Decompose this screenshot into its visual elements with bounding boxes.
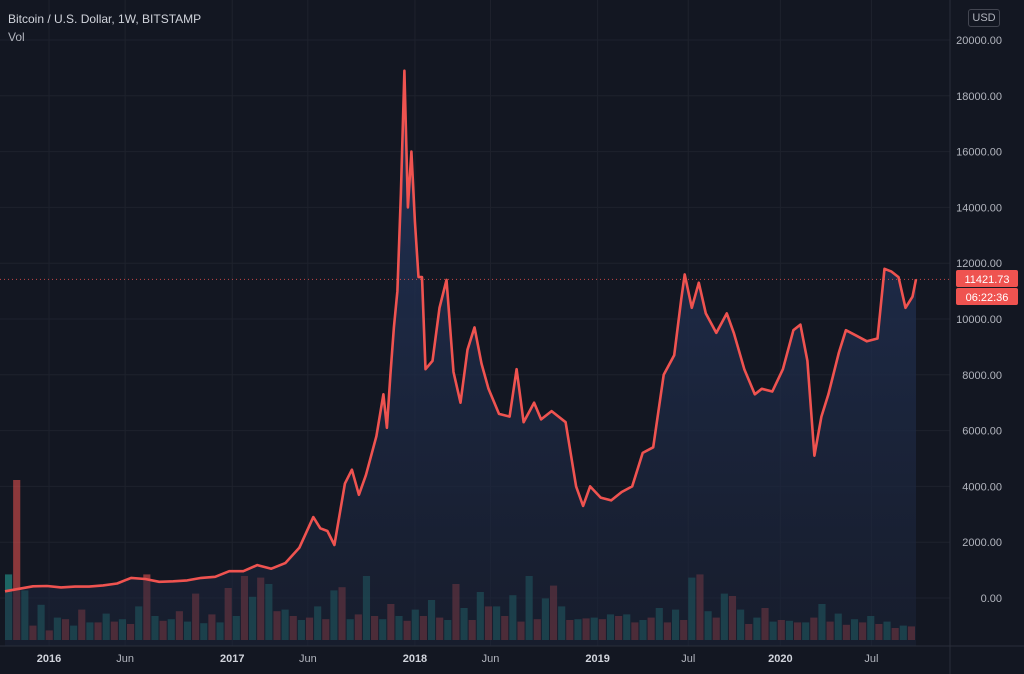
x-tick-label: 2020 xyxy=(768,653,792,665)
x-tick-label: Jul xyxy=(864,653,878,665)
y-tick-label: 2000.00 xyxy=(962,537,1002,549)
y-tick-label: 18000.00 xyxy=(956,91,1002,103)
currency-button[interactable]: USD xyxy=(968,9,1000,27)
x-tick-label: 2017 xyxy=(220,653,244,665)
y-tick-label: 8000.00 xyxy=(962,370,1002,382)
y-tick-label: 20000.00 xyxy=(956,35,1002,47)
price-area xyxy=(5,70,916,646)
x-tick-label: Jul xyxy=(681,653,695,665)
y-tick-label: 12000.00 xyxy=(956,258,1002,270)
symbol-title[interactable]: Bitcoin / U.S. Dollar, 1W, BITSTAMP xyxy=(8,12,202,26)
y-tick-label: 4000.00 xyxy=(962,481,1002,493)
y-tick-label: 10000.00 xyxy=(956,314,1002,326)
x-tick-label: Jun xyxy=(116,653,134,665)
volume-label[interactable]: Vol xyxy=(8,30,25,44)
y-tick-label: 0.00 xyxy=(981,593,1002,605)
y-tick-label: 14000.00 xyxy=(956,202,1002,214)
x-tick-label: Jun xyxy=(299,653,317,665)
price-badge: 11421.73 06:22:36 xyxy=(956,270,1018,305)
x-tick-label: 2018 xyxy=(403,653,427,665)
time-axis[interactable]: 2016 Jun 2017 Jun 2018 Jun 2019 Jul 2020 Jul xyxy=(37,653,879,665)
y-tick-label: 6000.00 xyxy=(962,426,1002,438)
x-tick-label: 2016 xyxy=(37,653,61,665)
price-badge-value: 11421.73 xyxy=(964,274,1009,286)
price-line xyxy=(4,69,918,593)
volume-bar xyxy=(13,480,21,640)
x-tick-label: 2019 xyxy=(585,653,609,665)
chart-legend: Bitcoin / U.S. Dollar, 1W, BITSTAMP Vol xyxy=(8,10,201,46)
price-axis[interactable]: 20000.00 18000.00 16000.00 14000.00 12000.00… xyxy=(956,35,1002,605)
y-tick-label: 16000.00 xyxy=(956,147,1002,159)
price-badge-countdown: 06:22:36 xyxy=(966,292,1009,304)
x-tick-label: Jun xyxy=(482,653,500,665)
